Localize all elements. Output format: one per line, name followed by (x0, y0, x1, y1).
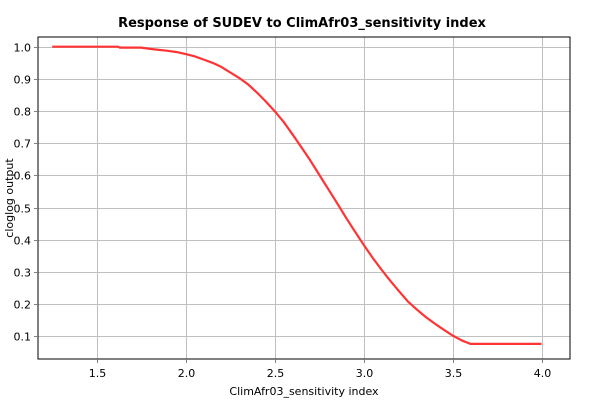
x-tick-label: 2.5 (267, 367, 285, 380)
y-tick-label: 0.3 (14, 267, 32, 280)
y-tick-label: 0.1 (14, 331, 32, 344)
series-layer (52, 45, 542, 345)
plot-area-frame (37, 36, 571, 360)
chart-title: Response of SUDEV to ClimAfr03_sensitivi… (118, 16, 486, 31)
y-tick-label: 1.0 (14, 42, 32, 55)
x-tick-label: 3.0 (356, 367, 374, 380)
y-axis-ticks: 0.1 0.2 0.3 0.4 0.5 0.6 0.7 0.8 0.9 1.0 (14, 42, 38, 344)
y-tick-label: 0.5 (14, 203, 32, 216)
grid (38, 37, 570, 359)
series-line (52, 45, 542, 345)
y-tick-label: 0.7 (14, 138, 32, 151)
y-tick-label: 0.9 (14, 74, 32, 87)
x-tick-label: 1.5 (89, 367, 107, 380)
x-tick-label: 4.0 (534, 367, 552, 380)
y-tick-label: 0.4 (14, 235, 32, 248)
y-tick-label: 0.6 (14, 170, 32, 183)
y-tick-label: 0.2 (14, 299, 32, 312)
x-tick-label: 3.5 (445, 367, 463, 380)
x-axis-label: ClimAfr03_sensitivity index (229, 385, 379, 398)
x-axis-ticks: 1.5 2.0 2.5 3.0 3.5 4.0 (89, 359, 552, 380)
y-axis-label: cloglog output (3, 158, 16, 238)
y-tick-label: 0.8 (14, 106, 32, 119)
x-tick-label: 2.0 (178, 367, 196, 380)
